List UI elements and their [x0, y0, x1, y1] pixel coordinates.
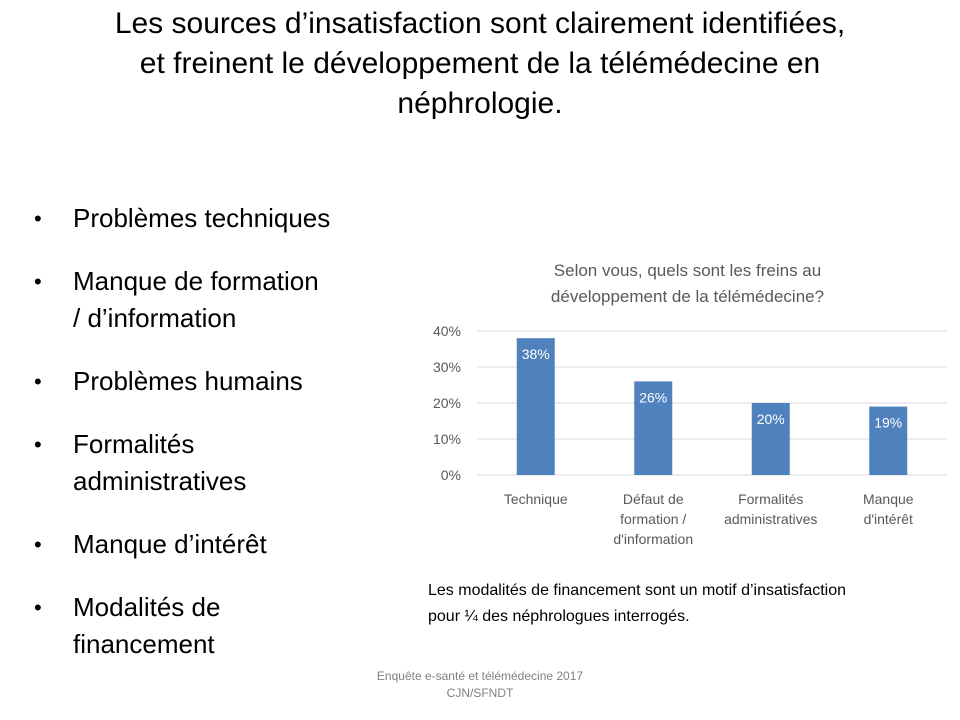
note-line: pour ¼ des néphrologues interrogés. [428, 608, 690, 625]
category-label: d'information [613, 531, 693, 547]
bar [516, 338, 555, 475]
bullet-text: Problèmes humains [73, 366, 303, 396]
category-label: administratives [724, 511, 817, 527]
footer-line: CJN/SFNDT [446, 686, 514, 700]
chart-title-line: développement de la télémédecine? [550, 287, 825, 306]
bullet-text: Problèmes techniques [73, 203, 331, 233]
data-label: 38% [522, 346, 550, 362]
chart-title: Selon vous, quels sont les freins au dév… [415, 258, 960, 310]
financing-note: Les modalités de financement sont un mot… [428, 578, 953, 630]
slide-title: Les sources d’insatisfaction sont claire… [40, 4, 920, 124]
data-label: 19% [874, 415, 902, 431]
data-label: 20% [757, 411, 785, 427]
footer-source: Enquête e-santé et télémédecine 2017 CJN… [330, 668, 630, 702]
y-tick-label: 20% [433, 395, 461, 411]
bullet-item: Problèmes humains [34, 363, 379, 400]
chart-plot: 0% 10% 20% 30% 40% 38% Technique 26% Défaut de fo… [433, 323, 947, 547]
category-label: Technique [504, 491, 568, 507]
category-label: Défaut de [623, 491, 684, 507]
bar [869, 406, 908, 475]
bullet-item: Modalités de financement [34, 589, 379, 663]
bullet-item: Formalités administratives [34, 426, 379, 500]
y-tick-label: 0% [441, 467, 461, 483]
bar [634, 381, 673, 475]
bullet-text: financement [73, 629, 215, 659]
y-tick-label: 40% [433, 323, 461, 339]
data-label: 26% [639, 389, 667, 405]
note-line: Les modalités de financement sont un mot… [428, 582, 847, 599]
bullet-text: / d’information [73, 303, 237, 333]
bullet-text: Manque de formation [73, 266, 319, 296]
slide-title-line: et freinent le développement de la télém… [139, 47, 821, 80]
bullet-text: Manque d’intérêt [73, 529, 267, 559]
slide-title-line: Les sources d’insatisfaction sont claire… [114, 7, 846, 40]
footer-line: Enquête e-santé et télémédecine 2017 [376, 669, 584, 683]
bullet-text: Formalités [73, 429, 195, 459]
y-tick-label: 30% [433, 359, 461, 375]
category-label: formation / [620, 511, 686, 527]
bullet-item: Problèmes techniques [34, 200, 379, 237]
slide-title-line: néphrologie. [397, 87, 563, 120]
category-label: Manque [863, 491, 914, 507]
bullet-text: administratives [73, 466, 247, 496]
bullet-text: Modalités de [73, 592, 221, 622]
bar [751, 403, 790, 475]
category-label: d'intérêt [864, 511, 913, 527]
chart-title-line: Selon vous, quels sont les freins au [553, 261, 822, 280]
bullet-item: Manque d’intérêt [34, 526, 379, 563]
y-tick-label: 10% [433, 431, 461, 447]
bar-chart: Selon vous, quels sont les freins au dév… [415, 254, 960, 564]
bullet-list: Problèmes techniques Manque de formation… [34, 200, 379, 689]
category-label: Formalités [738, 491, 803, 507]
bullet-item: Manque de formation / d’information [34, 263, 379, 337]
